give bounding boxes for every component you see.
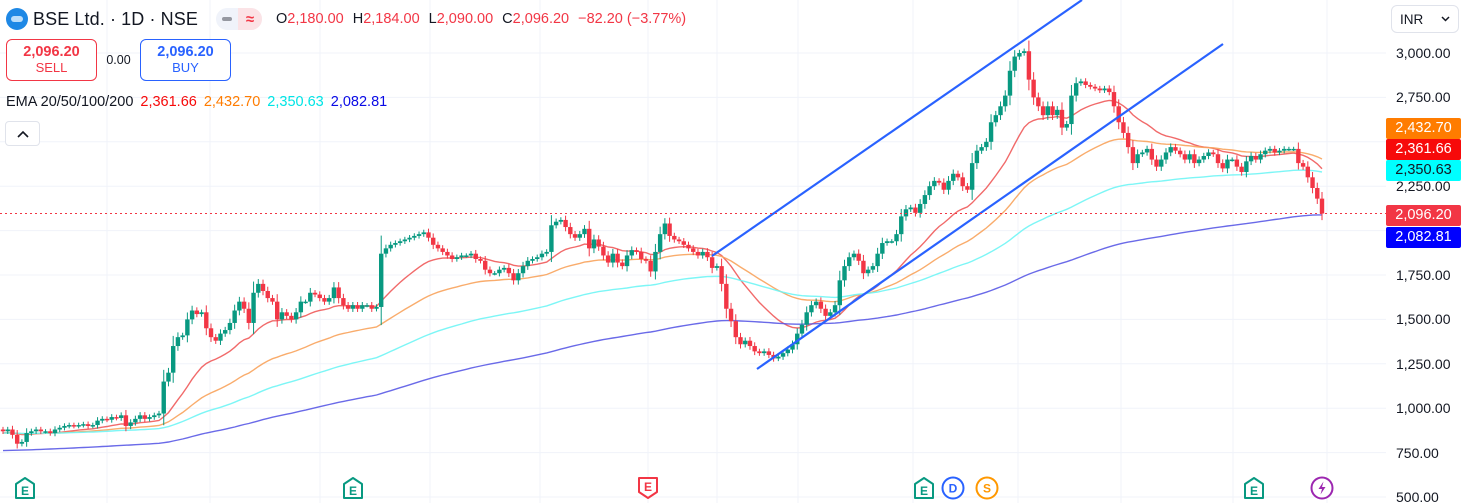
buy-button[interactable]: 2,096.20 BUY	[140, 39, 231, 81]
open-label: O	[275, 11, 288, 27]
earnings-event-icon[interactable]: E	[1242, 476, 1266, 500]
chevron-down-icon	[1441, 16, 1450, 22]
high-label: H	[352, 11, 364, 27]
bse-logo-icon	[6, 8, 28, 30]
price-tag: 2,082.81	[1386, 227, 1461, 248]
ema100-line	[3, 169, 1323, 435]
high-value: 2,184.00	[363, 11, 420, 27]
svg-text:E: E	[1250, 484, 1258, 498]
y-axis-label: 1,500.00	[1396, 311, 1451, 328]
close-label: C	[502, 11, 513, 27]
ohlc-values: O 2,180.00 H 2,184.00 L 2,090.00 C 2,096.20 …	[276, 11, 695, 27]
ema50-line	[2, 138, 1323, 435]
price-tag: 2,361.66	[1386, 139, 1461, 160]
y-axis-label: 1,750.00	[1396, 267, 1451, 283]
chevron-up-icon	[16, 130, 29, 138]
trendline-2	[756, 43, 1224, 370]
symbol-legend: BSE Ltd. · 1D · NSE ≈ O 2,180.00 H 2,184.0…	[6, 6, 695, 32]
buy-label: BUY	[172, 60, 199, 75]
flash-event-icon[interactable]	[1310, 476, 1334, 500]
sell-label: SELL	[35, 60, 68, 75]
sell-price: 2,096.20	[23, 44, 80, 60]
low-label: L	[428, 11, 437, 27]
svg-text:S: S	[983, 482, 991, 496]
ema20-line	[2, 99, 1323, 436]
svg-text:E: E	[920, 484, 928, 498]
ema200-line	[2, 214, 1322, 452]
close-value: 2,096.20	[512, 11, 570, 27]
ema200-value: 2,082.81	[330, 94, 388, 110]
market-status-pill[interactable]: ≈	[215, 8, 262, 30]
status-dash-icon	[216, 8, 238, 30]
ema50-value: 2,432.70	[203, 94, 261, 110]
earnings-miss-event-icon[interactable]: E	[636, 476, 660, 500]
symbol-title[interactable]: BSE Ltd. · 1D · NSE	[33, 8, 198, 29]
y-axis-label: 2,250.00	[1396, 178, 1451, 195]
approx-icon: ≈	[237, 8, 262, 30]
sell-button[interactable]: 2,096.20 SELL	[6, 39, 97, 81]
svg-text:E: E	[644, 480, 652, 494]
ema-name: EMA 20/50/100/200	[6, 94, 134, 110]
collapse-legend-button[interactable]	[5, 121, 40, 146]
y-axis-label: 1,000.00	[1396, 400, 1451, 417]
change-value: −82.20 (−3.77%)	[578, 11, 687, 27]
svg-text:D: D	[949, 482, 958, 496]
currency-value: INR	[1400, 11, 1424, 27]
price-tag: 2,350.63	[1386, 160, 1461, 181]
y-axis-label: 3,000.00	[1396, 45, 1451, 61]
dividend-event-icon[interactable]: D	[941, 476, 965, 500]
buy-price: 2,096.20	[157, 44, 214, 60]
earnings-event-icon[interactable]: E	[912, 476, 936, 500]
open-value: 2,180.00	[287, 11, 344, 27]
price-tag: 2,432.70	[1386, 118, 1461, 139]
candlestick-series	[0, 40, 1325, 449]
ema100-value: 2,350.63	[267, 94, 324, 110]
trade-panel: 2,096.20 SELL 0.00 2,096.20 BUY	[6, 39, 231, 81]
currency-select[interactable]: INR	[1391, 5, 1459, 33]
split-event-icon[interactable]: S	[975, 476, 999, 500]
trendlines	[711, 0, 1224, 370]
svg-text:E: E	[21, 484, 29, 498]
y-axis-label: 500.00	[1396, 489, 1439, 503]
low-value: 2,090.00	[436, 11, 494, 27]
ema-lines	[2, 99, 1323, 452]
ema20-value: 2,361.66	[140, 94, 197, 110]
y-axis-label: 750.00	[1396, 444, 1439, 461]
ema-legend[interactable]: EMA 20/50/100/200 2,361.66 2,432.70 2,35…	[6, 92, 394, 112]
price-tag: 2,096.20	[1386, 205, 1461, 226]
y-axis-label: 1,250.00	[1396, 355, 1451, 372]
trendline-1	[711, 0, 1083, 257]
earnings-event-icon[interactable]: E	[341, 476, 365, 500]
earnings-event-icon[interactable]: E	[13, 476, 37, 500]
spread-value: 0.00	[106, 53, 131, 67]
svg-text:E: E	[349, 484, 357, 498]
y-axis-label: 2,750.00	[1396, 89, 1451, 106]
